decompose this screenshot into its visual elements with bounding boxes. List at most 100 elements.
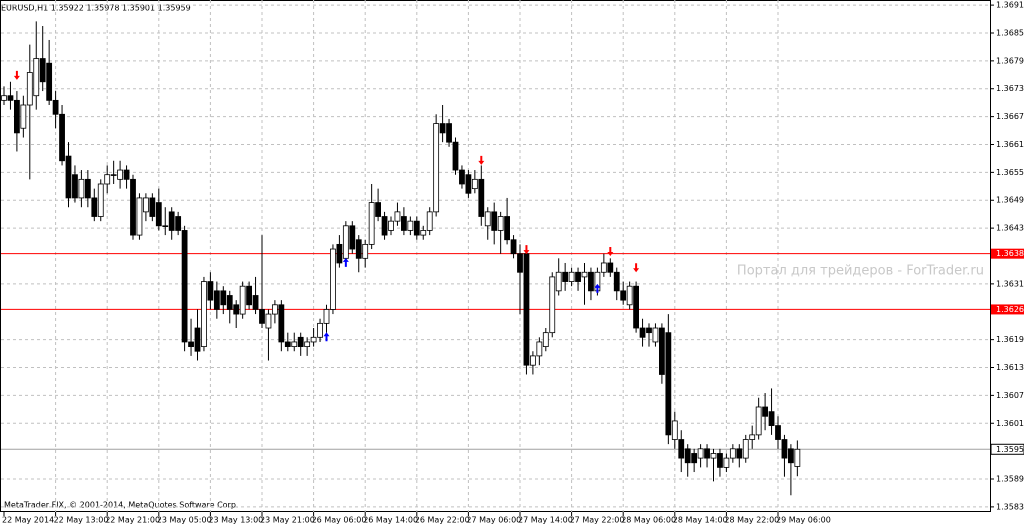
x-tick-label: 26 May 14:00 [363,516,418,525]
x-tick-label: 23 May 21:00 [260,516,315,525]
buy-arrow [323,332,330,342]
y-tick-label: 1.36915 [996,1,1024,10]
y-tick-label: 1.36015 [996,419,1024,428]
candle-body [742,439,749,459]
candle-body [633,285,639,329]
candle-body [755,406,762,436]
candle-body [452,141,459,171]
candle-body [52,99,59,115]
candle-body [491,211,498,231]
candle-body [26,72,33,106]
candle-body [207,281,214,301]
y-tick-label: 1.36075 [996,391,1024,400]
watermark: Портал для трейдеров - ForTrader.ru [737,264,984,279]
candle-body [252,295,259,310]
x-tick-label: 22 May 2014 [2,516,54,525]
candle-body [213,290,220,310]
candle-body [607,262,614,273]
plot-frame [0,0,991,512]
candle-body [646,327,652,334]
candle-body [220,290,227,306]
candle-body [72,174,78,199]
candle-body [104,174,111,185]
candle-body [259,309,265,324]
candle-body [446,123,452,143]
y-tick-label: 1.36195 [996,335,1024,344]
candle-body [142,197,149,213]
candle-body [575,271,581,282]
candle-body [626,285,633,306]
x-tick-label: 27 May 06:00 [466,516,521,525]
candle-body [39,58,46,83]
x-tick-label: 26 May 22:00 [415,516,470,525]
candle-body [530,355,536,366]
x-tick-label: 29 May 06:00 [776,516,831,525]
last-price-box [990,443,1024,455]
candle-body [671,420,678,440]
candle-body [265,313,272,329]
candle-body [201,281,207,347]
candle-body [562,271,569,282]
candle-body [1,95,7,101]
x-tick-label: 28 May 22:00 [724,516,779,525]
candle-body [665,332,672,436]
candle-body [600,262,607,273]
x-tick-label: 27 May 14:00 [518,516,573,525]
candle-body [123,169,130,180]
candle-body [7,95,14,101]
candle-body [362,243,369,259]
buy-arrow [594,283,601,293]
candle-body [59,113,65,162]
level-label-box [991,248,1024,259]
candle-body [342,225,349,259]
candle-body [194,327,201,352]
candle-body [355,239,362,259]
candle-body [620,290,627,301]
x-tick-label: 23 May 13:00 [208,516,263,525]
candle-body [478,178,485,217]
y-tick-label: 1.36435 [996,224,1024,233]
candle-body [420,230,427,236]
candle-body [278,304,285,343]
y-tick-label: 1.36855 [996,28,1024,37]
candle-body [762,406,768,417]
x-tick-label: 28 May 14:00 [673,516,728,525]
candle-body [484,211,491,227]
y-tick-label: 1.36615 [996,140,1024,149]
candle-body [536,341,543,357]
candle-body [729,448,736,459]
candle-body [246,285,253,306]
candle-body [78,178,85,199]
candle-body [768,411,775,426]
candle-body [130,178,136,236]
level-label: 1.36380 [996,249,1024,258]
candle-body [65,155,72,199]
candle-body [149,197,156,217]
level-label-box [991,304,1024,315]
candle-body [613,271,620,292]
candle-body [407,220,414,231]
candle-body [439,123,446,134]
candle-body [20,104,27,129]
x-tick-label: 27 May 22:00 [570,516,625,525]
y-tick-label: 1.35895 [996,475,1024,484]
candle-body [659,327,665,375]
candle-body [168,211,175,231]
candle-body [91,197,98,217]
candle-body [162,225,169,228]
candle-body [581,271,588,278]
candle-body [349,225,356,250]
candle-body [555,271,562,292]
last-price-label: 1.35959 [996,445,1024,454]
candle-body [652,327,659,343]
candle-body [117,169,123,180]
candle-body [388,220,394,231]
candle-body [336,243,343,264]
x-tick-label: 22 May 21:00 [105,516,160,525]
candle-body [684,448,691,464]
candle-body [788,448,794,464]
y-tick-label: 1.36135 [996,363,1024,372]
candle-body [175,216,182,231]
